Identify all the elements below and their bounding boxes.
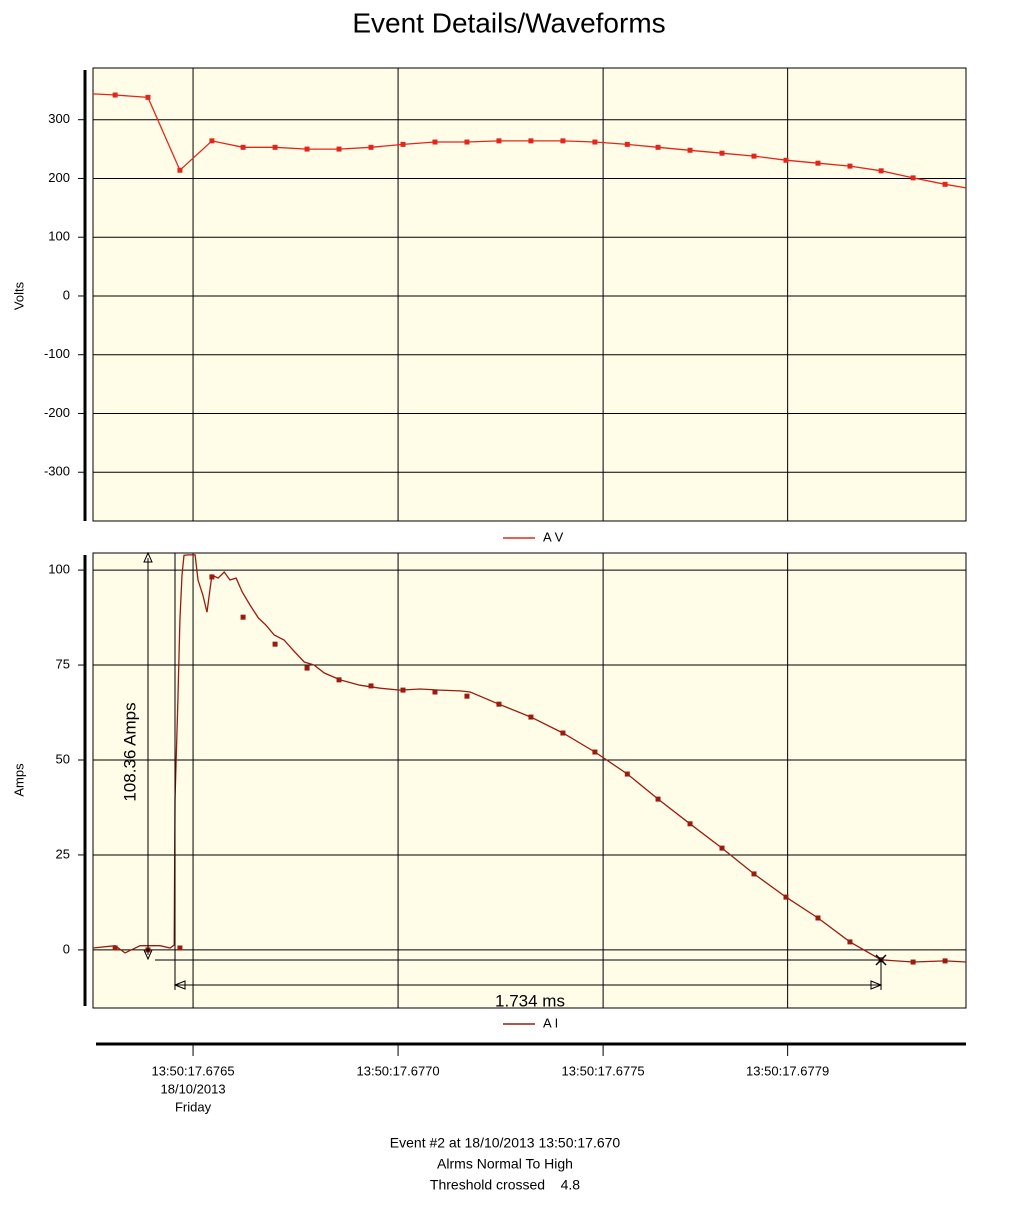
series (93, 92, 966, 189)
data-point (687, 821, 693, 827)
data-point (528, 138, 534, 144)
data-point (432, 689, 438, 695)
data-point (624, 771, 630, 777)
data-point (368, 144, 374, 150)
data-point (910, 175, 916, 181)
data-point (496, 138, 502, 144)
data-point (304, 146, 310, 152)
chart-title: Event Details/Waveforms (352, 7, 665, 38)
x-tick-label: 13:50:17.6770 (357, 1063, 440, 1078)
annotation: 1.734 ms (495, 991, 565, 1010)
data-point (847, 939, 853, 945)
plot-area (92, 67, 967, 522)
data-point (624, 141, 630, 147)
data-point (783, 157, 789, 163)
data-point (209, 574, 215, 580)
data-point (112, 92, 118, 98)
data-point (272, 641, 278, 647)
data-point (464, 693, 470, 699)
footer-text: Threshold crossed 4.8 (430, 1177, 580, 1193)
y-axis-label: Volts (11, 281, 26, 310)
y-tick-label: -100 (44, 346, 70, 361)
x-tick-sublabel: 18/10/2013 (161, 1081, 226, 1096)
data-point (272, 144, 278, 150)
data-point (751, 153, 757, 159)
y-tick-label: 100 (48, 229, 70, 244)
y-tick-label: 75 (56, 656, 70, 671)
legend-label: A I (543, 1015, 558, 1030)
data-point (783, 894, 789, 900)
data-point (464, 139, 470, 145)
y-tick-label: 0 (63, 941, 70, 956)
series (93, 554, 966, 965)
plot-area (92, 552, 967, 1009)
data-point (910, 959, 916, 965)
data-point (336, 146, 342, 152)
data-point (655, 144, 661, 150)
data-point (560, 138, 566, 144)
y-tick-label: 200 (48, 170, 70, 185)
data-point (240, 144, 246, 150)
data-point (942, 958, 948, 964)
data-point (177, 167, 183, 173)
legend-label: A V (543, 529, 564, 544)
data-point (560, 730, 566, 736)
data-point (847, 163, 853, 169)
data-point (432, 139, 438, 145)
y-tick-label: 0 (63, 287, 70, 302)
data-point (400, 141, 406, 147)
y-tick-label: 50 (56, 751, 70, 766)
data-point (719, 845, 725, 851)
data-point (528, 714, 534, 720)
y-axis-label: Amps (11, 763, 26, 797)
data-point (209, 138, 215, 144)
data-point (336, 677, 342, 683)
data-point (240, 614, 246, 620)
footer-text: Alrms Normal To High (437, 1156, 573, 1172)
x-tick-label: 13:50:17.6775 (562, 1063, 645, 1078)
data-point (719, 150, 725, 156)
data-point (592, 139, 598, 145)
annotation: 108.36 Amps (120, 702, 139, 801)
y-tick-label: -300 (44, 464, 70, 479)
data-point (815, 160, 821, 166)
data-point (177, 945, 183, 951)
data-point (655, 796, 661, 802)
data-point (815, 915, 821, 921)
footer-text: Event #2 at 18/10/2013 13:50:17.670 (390, 1135, 621, 1151)
data-point (942, 181, 948, 187)
x-tick-sublabel: Friday (175, 1099, 212, 1114)
y-tick-label: 25 (56, 846, 70, 861)
measurement (143, 551, 887, 990)
x-tick-label: 13:50:17.6779 (746, 1063, 829, 1078)
data-point (304, 665, 310, 671)
data-point (496, 701, 502, 707)
y-tick-label: -200 (44, 405, 70, 420)
data-point (112, 945, 118, 951)
data-line (93, 554, 966, 963)
y-tick-label: 300 (48, 111, 70, 126)
data-point (592, 749, 598, 755)
data-point (368, 683, 374, 689)
data-point (400, 687, 406, 693)
y-tick-label: 100 (48, 562, 70, 577)
x-tick-label: 13:50:17.6765 (151, 1063, 234, 1078)
data-point (145, 94, 151, 100)
data-point (878, 168, 884, 174)
data-point (687, 147, 693, 153)
data-point (751, 871, 757, 877)
